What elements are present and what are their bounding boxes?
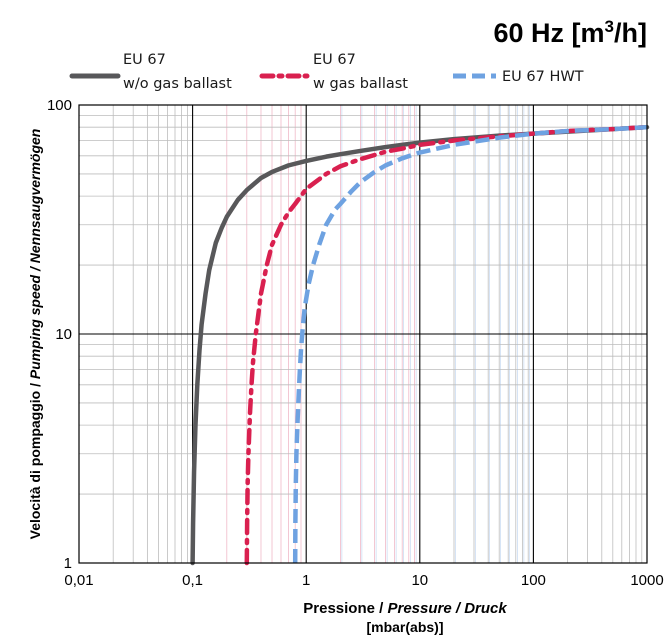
x-tick-labels: 0,01 0,1 1 10 100 1000 bbox=[64, 572, 663, 589]
y-tick-label: 1 bbox=[64, 555, 72, 572]
legend-label-series-1-line2: w/o gas ballast bbox=[123, 76, 232, 92]
legend-label-series-2-line2: w gas ballast bbox=[313, 76, 408, 92]
legend-label-series-1-line1: EU 67 bbox=[123, 52, 166, 68]
legend-label-series-2-line1: EU 67 bbox=[313, 52, 356, 68]
x-axis-label: Pressione / Pressure / Druck bbox=[303, 600, 507, 617]
y-tick-label: 10 bbox=[55, 326, 72, 343]
x-tick-label: 0,1 bbox=[182, 572, 203, 589]
legend-label-series-3: EU 67 HWT bbox=[502, 69, 584, 85]
series-line-2 bbox=[244, 124, 650, 566]
y-tick-label: 100 bbox=[47, 97, 72, 114]
x-tick-label: 100 bbox=[521, 572, 546, 589]
y-tick-labels: 1 10 100 bbox=[47, 97, 72, 572]
y-axis-label: Velocità di pompaggio / Pumping speed / … bbox=[27, 129, 43, 540]
x-axis-unit: [mbar(abs)] bbox=[366, 619, 443, 635]
series-layer bbox=[190, 124, 650, 566]
x-tick-label: 10 bbox=[411, 572, 428, 589]
series-line-3 bbox=[292, 124, 648, 564]
chart-title: 60 Hz [m3/h] bbox=[493, 17, 647, 48]
grid bbox=[79, 105, 647, 563]
plot-area bbox=[78, 104, 650, 566]
x-tick-label: 1 bbox=[302, 572, 310, 589]
x-tick-label: 1000 bbox=[630, 572, 663, 589]
plot-frame bbox=[78, 104, 648, 564]
legend: EU 67 w/o gas ballast EU 67 w gas ballas… bbox=[69, 52, 584, 92]
x-tick-label: 0,01 bbox=[64, 572, 93, 589]
